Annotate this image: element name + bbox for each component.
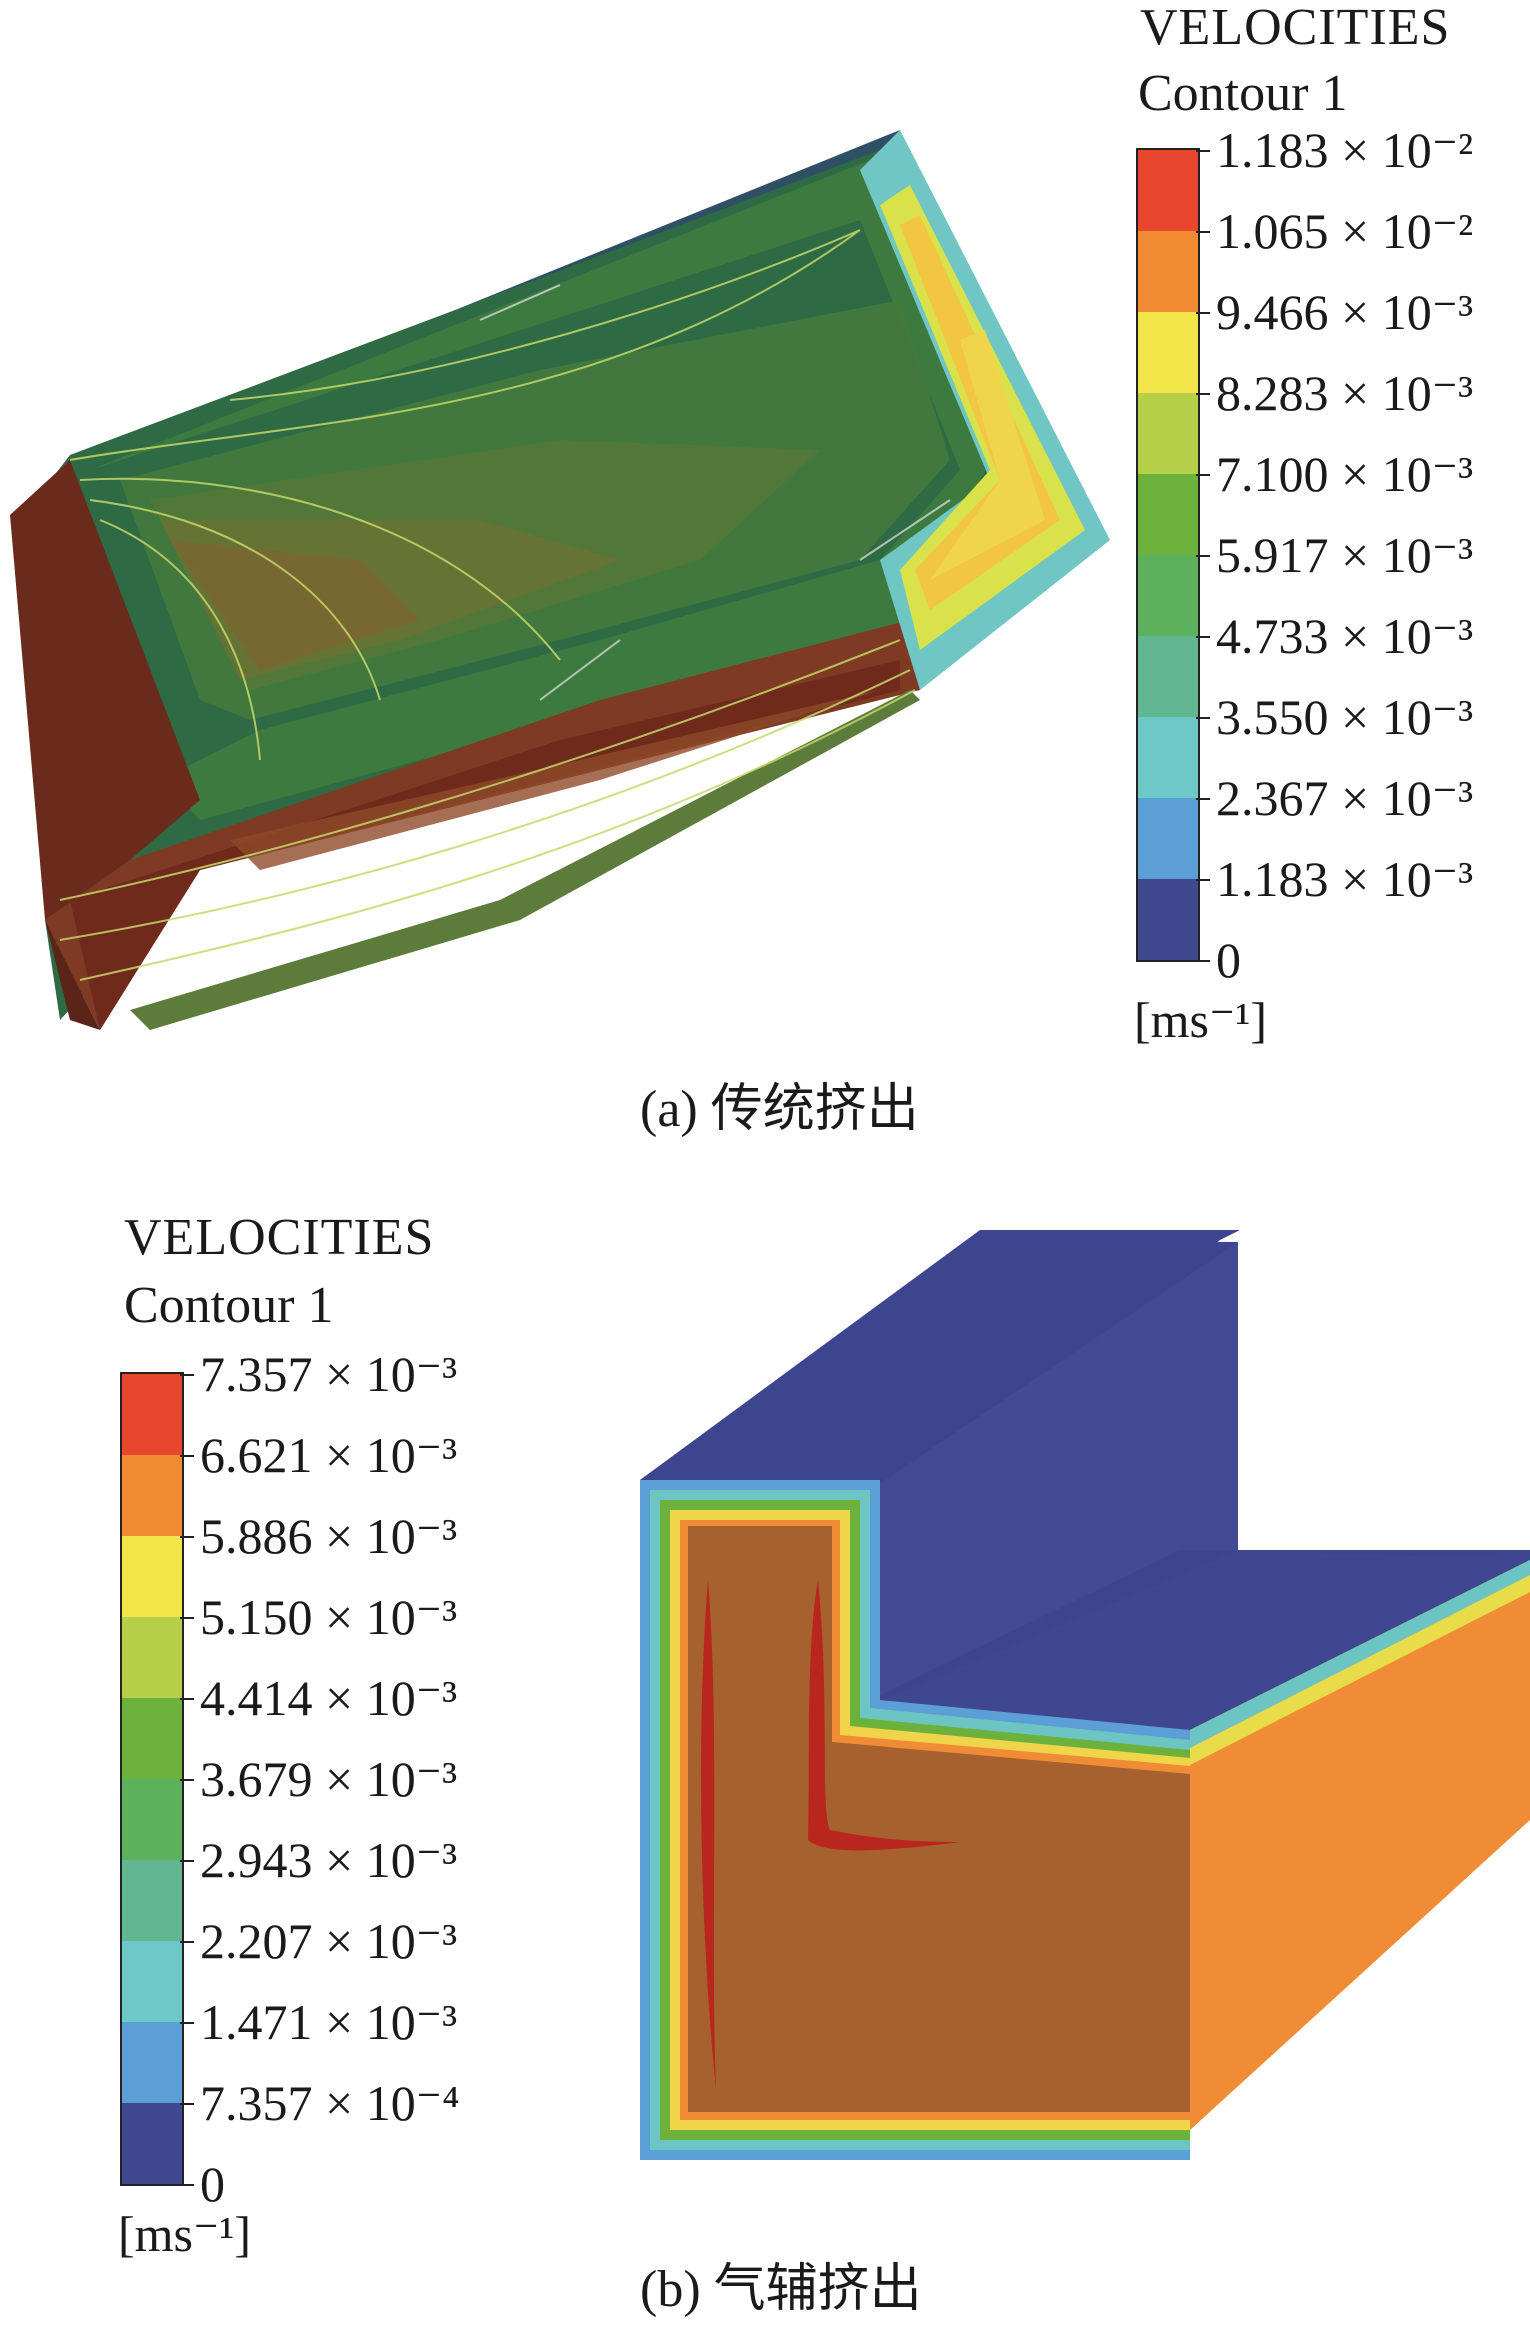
colorbar-segment <box>122 1374 182 1455</box>
colorbar-tick-label: 7.100 × 10⁻³ <box>1195 446 1474 502</box>
colorbar-segment <box>122 2103 182 2184</box>
colorbar-segment <box>122 1617 182 1698</box>
panel-b: VELOCITIES Contour 1 7.357 × 10⁻³ 6.621 ×… <box>0 1160 1530 2344</box>
contour-plot-gas-assisted <box>640 1230 1530 2160</box>
colorbar-tick-label: 8.283 × 10⁻³ <box>1195 365 1474 421</box>
panel-a: VELOCITIES Contour 1 1.183 × 10⁻² 1.065 ×… <box>0 0 1530 1160</box>
colorbar-tick-label: 1.065 × 10⁻² <box>1195 203 1474 259</box>
colorbar-tick-label: 7.357 × 10⁻³ <box>179 1346 458 1402</box>
legend-subtitle-b: Contour 1 <box>124 1277 334 1334</box>
legend-title-b: VELOCITIES <box>124 1209 435 1266</box>
colorbar-tick-label: 9.466 × 10⁻³ <box>1195 284 1474 340</box>
caption-a: (a) 传统挤出 <box>640 1081 919 1138</box>
colorbar-segment <box>1138 312 1198 393</box>
legend-title-a: VELOCITIES <box>1140 0 1451 56</box>
colorbar-tick-label: 1.183 × 10⁻³ <box>1195 851 1474 907</box>
colorbar-tick-label: 1.471 × 10⁻³ <box>179 1994 458 2050</box>
colorbar-tick-label: 5.150 × 10⁻³ <box>179 1589 458 1645</box>
colorbar-tick-label: 5.886 × 10⁻³ <box>179 1508 458 1564</box>
colorbar-ticks-b: 7.357 × 10⁻³ 6.621 × 10⁻³ 5.886 × 10⁻³ 5.15… <box>179 1349 530 2209</box>
colorbar-segment <box>1138 879 1198 960</box>
colorbar-ticks-a: 1.183 × 10⁻² 1.065 × 10⁻² 9.466 × 10⁻³ 8.28… <box>1195 125 1526 985</box>
colorbar-tick-label: 0 <box>180 2156 225 2212</box>
colorbar-tick-label: 3.679 × 10⁻³ <box>179 1751 458 1807</box>
colorbar-segment <box>1138 150 1198 231</box>
colorbar-tick-label: 7.357 × 10⁻⁴ <box>180 2075 460 2131</box>
colorbar-b <box>120 1372 184 2186</box>
legend-subtitle-a: Contour 1 <box>1138 65 1348 122</box>
colorbar-tick-label: 0 <box>1196 932 1241 988</box>
caption-b: (b) 气辅挤出 <box>640 2261 922 2318</box>
colorbar-tick-label: 5.917 × 10⁻³ <box>1195 527 1474 583</box>
unit-label-a: [ms⁻¹] <box>1134 992 1268 1048</box>
colorbar-segment <box>122 1779 182 1860</box>
colorbar-tick-label: 1.183 × 10⁻² <box>1195 122 1474 178</box>
colorbar-segment <box>1138 555 1198 636</box>
colorbar-segment <box>1138 717 1198 798</box>
contour-plot-conventional <box>10 130 1110 1030</box>
colorbar-segment <box>1138 393 1198 474</box>
colorbar-tick-label: 4.414 × 10⁻³ <box>179 1670 458 1726</box>
colorbar-segment <box>122 1941 182 2022</box>
colorbar-tick-label: 2.367 × 10⁻³ <box>1195 770 1474 826</box>
colorbar-tick-label: 2.943 × 10⁻³ <box>179 1832 458 1888</box>
colorbar-segment <box>122 1698 182 1779</box>
colorbar-segment <box>1138 231 1198 312</box>
colorbar-segment <box>1138 636 1198 717</box>
colorbar-segment <box>1138 474 1198 555</box>
colorbar-tick-label: 4.733 × 10⁻³ <box>1195 608 1474 664</box>
colorbar-segment <box>122 1455 182 1536</box>
colorbar-segment <box>122 1536 182 1617</box>
colorbar-segment <box>1138 798 1198 879</box>
colorbar-segment <box>122 2022 182 2103</box>
colorbar-a <box>1136 148 1200 962</box>
colorbar-tick-label: 2.207 × 10⁻³ <box>179 1913 458 1969</box>
unit-label-b: [ms⁻¹] <box>118 2206 252 2262</box>
colorbar-tick-label: 6.621 × 10⁻³ <box>179 1427 458 1483</box>
colorbar-tick-label: 3.550 × 10⁻³ <box>1195 689 1474 745</box>
colorbar-segment <box>122 1860 182 1941</box>
